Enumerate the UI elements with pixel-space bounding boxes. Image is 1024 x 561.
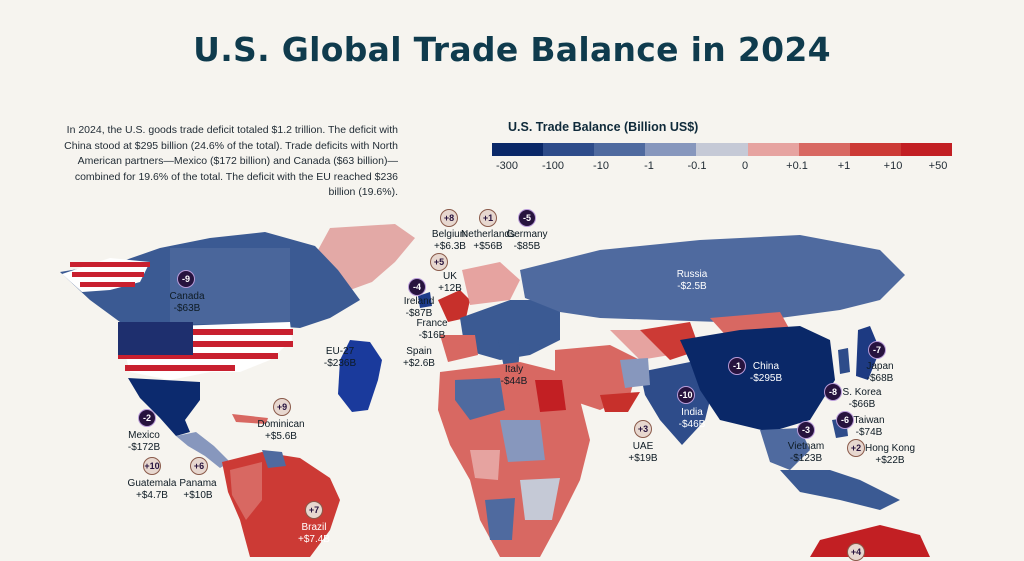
country-label-dominican: Dominican +$5.6B bbox=[257, 419, 305, 442]
rank-badge-china: -1 bbox=[728, 357, 746, 375]
legend-tick: -0.1 bbox=[687, 160, 707, 172]
russia-shape bbox=[520, 235, 905, 322]
legend-tick: -10 bbox=[593, 160, 609, 172]
legend-tick: 0 bbox=[741, 160, 749, 172]
country-label-canada: Canada -$63B bbox=[169, 291, 205, 314]
country-label-italy: Italy -$44B bbox=[500, 364, 528, 387]
country-label-mexico: Mexico -$172B bbox=[127, 430, 161, 453]
legend-swatch bbox=[492, 143, 544, 156]
legend-tick: +0.1 bbox=[786, 160, 808, 172]
country-label-brazil: Brazil +$7.4B bbox=[298, 522, 330, 545]
central-america-shape bbox=[176, 432, 230, 468]
legend-tick: +1 bbox=[837, 160, 851, 172]
legend-swatch bbox=[798, 143, 850, 156]
country-label-vietnam: Vietnam -$123B bbox=[787, 441, 825, 464]
legend-tick: +10 bbox=[883, 160, 903, 172]
legend-tick: -100 bbox=[541, 160, 565, 172]
country-label-uk: UK +12B bbox=[438, 271, 462, 294]
legend-title: U.S. Trade Balance (Billion US$) bbox=[508, 120, 699, 134]
country-label-france: France -$16B bbox=[416, 318, 448, 341]
rank-badge-belgium: +8 bbox=[440, 209, 458, 227]
legend-swatch bbox=[594, 143, 646, 156]
greenland-shape bbox=[318, 224, 415, 290]
rank-badge-uk: +5 bbox=[430, 253, 448, 271]
canada-shape bbox=[60, 232, 360, 330]
rank-badge-hong-kong: +2 bbox=[847, 439, 865, 457]
legend-color-scale bbox=[492, 143, 952, 156]
intro-text: In 2024, the U.S. goods trade deficit to… bbox=[64, 124, 398, 198]
country-label-panama: Panama +$10B bbox=[179, 478, 217, 501]
country-label-netherlands: Netherlands +$56B bbox=[461, 229, 515, 252]
country-label-s-korea: S. Korea -$66B bbox=[842, 387, 882, 410]
page-title: U.S. Global Trade Balance in 2024 bbox=[193, 30, 831, 69]
rank-badge-japan: -7 bbox=[868, 341, 886, 359]
europe-shape bbox=[338, 340, 382, 412]
rank-badge-india: -10 bbox=[677, 386, 695, 404]
country-label-guatemala: Guatemala +$4.7B bbox=[127, 478, 177, 501]
legend-swatch bbox=[543, 143, 595, 156]
region-label-eu27: EU-27 -$236B bbox=[323, 346, 357, 369]
rank-badge-dominican: +9 bbox=[273, 398, 291, 416]
country-label-uae: UAE +$19B bbox=[628, 441, 658, 464]
rank-badge-mexico: -2 bbox=[138, 409, 156, 427]
country-label-russia: Russia -$2.5B bbox=[676, 269, 708, 292]
legend-tick: +50 bbox=[928, 160, 948, 172]
rank-badge-uae: +3 bbox=[634, 420, 652, 438]
china-shape bbox=[680, 326, 835, 432]
legend-tick: -1 bbox=[644, 160, 654, 172]
india-shape bbox=[640, 362, 715, 445]
rank-badge-taiwan: -6 bbox=[836, 411, 854, 429]
legend-swatch bbox=[696, 143, 748, 156]
legend-swatch bbox=[645, 143, 697, 156]
legend-swatch bbox=[747, 143, 799, 156]
rank-badge-s-korea: -8 bbox=[824, 383, 842, 401]
legend-tick: -300 bbox=[495, 160, 519, 172]
country-label-taiwan: Taiwan -$74B bbox=[853, 415, 885, 438]
legend-swatch bbox=[900, 143, 952, 156]
mexico-shape bbox=[128, 378, 200, 436]
rank-badge-vietnam: -3 bbox=[797, 421, 815, 439]
rank-badge-netherlands: +1 bbox=[479, 209, 497, 227]
country-label-hong-kong: Hong Kong +$22B bbox=[864, 443, 916, 466]
country-label-germany: Germany -$85B bbox=[506, 229, 548, 252]
australia-shape bbox=[810, 525, 930, 557]
rank-badge-brazil: +7 bbox=[305, 501, 323, 519]
country-label-ireland: Ireland -$87B bbox=[403, 296, 435, 319]
country-label-belgium: Belgium +$6.3B bbox=[431, 229, 469, 252]
country-label-india: India -$46B bbox=[678, 407, 706, 430]
country-label-japan: Japan -$68B bbox=[866, 361, 894, 384]
rank-badge-canada: -9 bbox=[177, 270, 195, 288]
rank-badge-ireland: -4 bbox=[408, 278, 426, 296]
legend-swatch bbox=[849, 143, 901, 156]
rank-badge-panama: +6 bbox=[190, 457, 208, 475]
country-label-china: China -$295B bbox=[749, 361, 783, 384]
rank-badge-guatemala: +10 bbox=[143, 457, 161, 475]
rank-badge-germany: -5 bbox=[518, 209, 536, 227]
country-label-spain: Spain +$2.6B bbox=[403, 346, 435, 369]
rank-badge-australia: +4 bbox=[847, 543, 865, 561]
